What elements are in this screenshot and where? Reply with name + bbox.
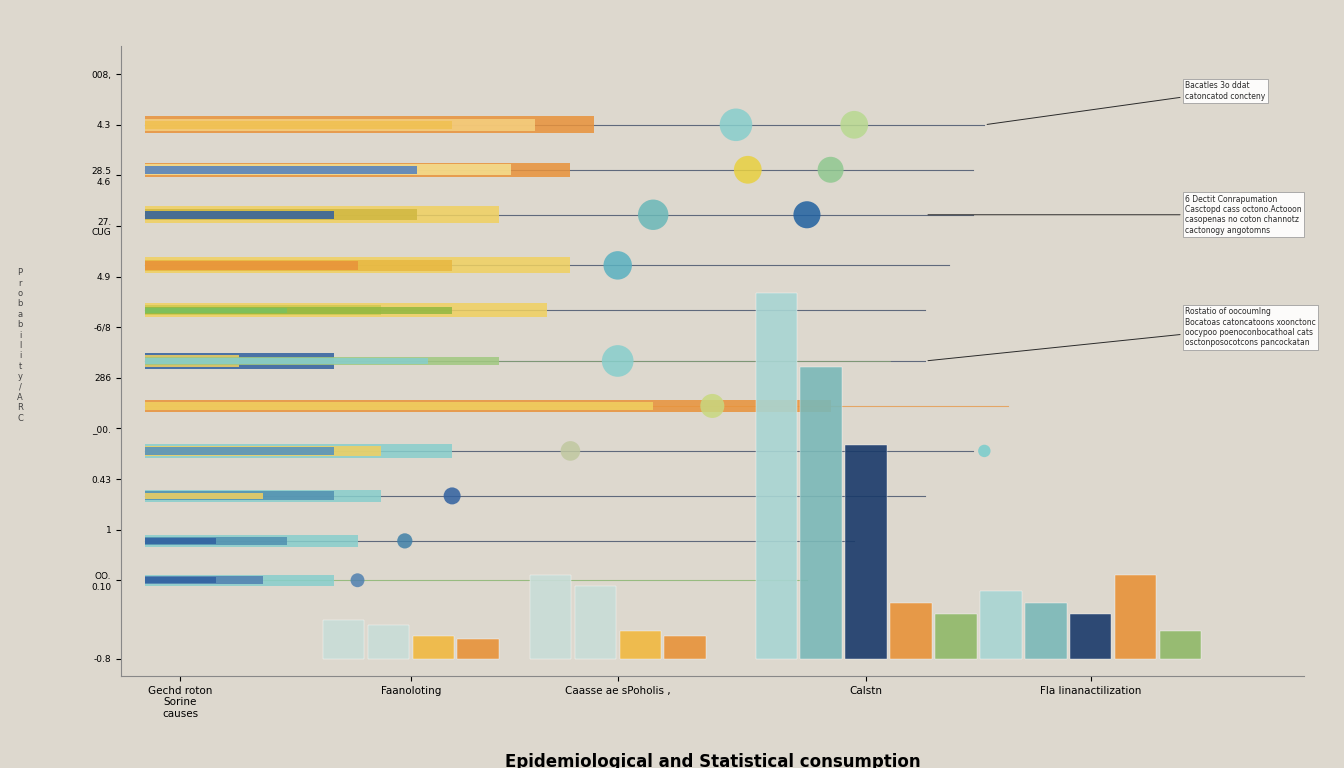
Point [607,355,629,367]
Bar [145,260,452,271]
Bar [145,447,333,455]
Bar [145,356,239,366]
Point [796,209,817,221]
Bar [145,578,215,583]
Text: Rostatio of oocoumlng
Bocatoas catoncatoons xoonctonc
oocypoo poenoconbocathoal : Rostatio of oocoumlng Bocatoas catoncato… [927,307,1316,361]
Bar [145,492,333,501]
Bar [145,357,500,365]
Bar [145,307,286,313]
X-axis label: Epidemiological and Statistical consumption: Epidemiological and Statistical consumpt… [504,753,921,768]
Bar [145,257,570,273]
Bar [1160,631,1202,659]
Bar [145,118,535,131]
Bar [530,574,571,659]
Point [726,119,747,131]
Point [642,209,664,221]
Point [844,119,866,131]
Bar [145,574,333,586]
Point [973,445,995,457]
Text: P
r
o
b
a
b
i
l
i
t
y
/
A
R
C: P r o b a b i l i t y / A R C [17,268,23,423]
Point [347,574,368,587]
Bar [935,614,977,659]
Bar [1070,614,1111,659]
Bar [145,210,333,219]
Bar [323,620,364,659]
Bar [145,358,429,364]
Bar [145,209,417,220]
Bar [145,207,500,223]
Bar [890,603,931,659]
Bar [145,353,333,369]
Point [394,535,415,547]
Point [702,400,723,412]
Bar [145,261,358,270]
Bar [1116,574,1156,659]
Bar [145,490,382,502]
Bar [145,535,358,547]
Bar [145,537,286,545]
Bar [145,444,452,458]
Bar [145,306,382,316]
Bar [457,639,499,659]
Bar [845,445,887,659]
Bar [145,307,452,314]
Bar [145,446,382,456]
Point [441,490,462,502]
Bar [574,586,616,659]
Bar [145,576,263,584]
Bar [413,637,454,659]
Point [820,164,841,176]
Bar [145,117,594,133]
Text: Bacatles 3o ddat
catoncatod concteny: Bacatles 3o ddat catoncatod concteny [986,81,1266,124]
Bar [367,625,409,659]
Bar [145,492,263,499]
Bar [145,538,215,545]
Point [607,260,629,272]
Bar [145,402,653,410]
Bar [145,163,570,177]
Bar [980,591,1021,659]
Bar [145,303,547,317]
Bar [664,637,706,659]
Bar [145,166,417,174]
Text: 6 Dectit Conrapumation
Casctopd cass octono.Actooon
casopenas no coton channotz
: 6 Dectit Conrapumation Casctopd cass oct… [927,194,1302,235]
Bar [755,293,797,659]
Bar [801,366,841,659]
Bar [620,631,661,659]
Bar [145,121,452,129]
Point [737,164,758,176]
Bar [145,400,831,412]
Point [559,445,581,457]
Bar [145,164,511,175]
Bar [1025,603,1067,659]
